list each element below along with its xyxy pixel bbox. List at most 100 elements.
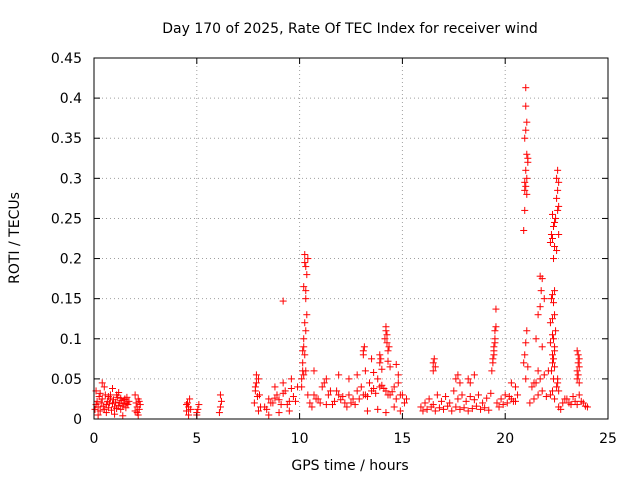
data-point	[551, 347, 559, 355]
data-point	[186, 395, 194, 403]
data-point	[195, 401, 203, 409]
data-point	[279, 297, 287, 305]
data-point	[123, 393, 131, 401]
data-point	[554, 186, 562, 194]
data-point	[468, 405, 476, 413]
data-point	[456, 379, 464, 387]
data-point	[394, 371, 402, 379]
data-point	[464, 375, 472, 383]
data-point	[489, 359, 497, 367]
data-point	[503, 399, 511, 407]
data-point	[254, 375, 262, 383]
data-point	[536, 375, 544, 383]
data-point	[550, 299, 558, 307]
data-point	[271, 394, 279, 402]
data-point	[548, 359, 556, 367]
data-point	[551, 363, 559, 371]
data-point	[522, 182, 530, 190]
y-axis-ticks: 0 0.05 0.1 0.15 0.2 0.25 0.3 0.35 0.4 0.45	[51, 51, 608, 428]
data-point	[384, 357, 392, 365]
data-point	[277, 401, 285, 409]
data-point	[120, 400, 128, 408]
data-point	[187, 405, 195, 413]
data-point	[431, 363, 439, 371]
data-point	[302, 295, 310, 303]
chart-title: Day 170 of 2025, Rate Of TEC Index for r…	[162, 21, 537, 37]
data-point	[481, 404, 489, 412]
data-point	[499, 401, 507, 409]
data-point	[548, 331, 556, 339]
data-point	[491, 339, 499, 347]
data-point	[521, 178, 529, 186]
data-point	[548, 291, 556, 299]
data-point	[383, 331, 391, 339]
data-point	[534, 311, 542, 319]
data-point	[251, 383, 259, 391]
x-axis-label: GPS time / hours	[291, 458, 408, 474]
data-point	[301, 319, 309, 327]
data-point	[302, 287, 310, 295]
data-point	[335, 371, 343, 379]
data-points	[91, 84, 591, 420]
data-point	[555, 387, 563, 395]
data-point	[548, 351, 556, 359]
data-point	[392, 395, 400, 403]
data-point	[522, 102, 530, 110]
x-axis-ticks: 0 5 10 15 20 25	[90, 58, 617, 447]
data-point	[421, 399, 429, 407]
data-point	[546, 339, 554, 347]
data-point	[349, 395, 357, 403]
data-point	[450, 387, 458, 395]
data-point	[477, 405, 485, 413]
data-point	[521, 186, 529, 194]
data-point	[540, 371, 548, 379]
data-point	[488, 367, 496, 375]
data-point	[573, 401, 581, 409]
data-point	[279, 389, 287, 397]
data-point	[435, 404, 443, 412]
data-point	[390, 403, 398, 411]
data-point	[300, 335, 308, 343]
data-point	[357, 383, 365, 391]
data-point	[335, 391, 343, 399]
data-point	[386, 363, 394, 371]
y-axis-label: ROTI / TECUs	[7, 192, 23, 284]
data-point	[522, 84, 530, 92]
data-point	[382, 323, 390, 331]
data-point	[554, 166, 562, 174]
data-point	[574, 351, 582, 359]
data-point	[275, 396, 283, 404]
data-point	[98, 379, 106, 387]
y-tick-label: 0.1	[60, 332, 82, 348]
data-point	[345, 391, 353, 399]
x-tick-label: 10	[291, 431, 309, 447]
data-point	[423, 405, 431, 413]
data-point	[532, 335, 540, 343]
data-point	[501, 391, 509, 399]
data-point	[472, 402, 480, 410]
data-point	[550, 335, 558, 343]
data-point	[534, 391, 542, 399]
data-point	[553, 174, 561, 182]
data-point	[522, 126, 530, 134]
data-point	[368, 355, 376, 363]
data-point	[112, 398, 120, 406]
data-point	[301, 259, 309, 267]
data-point	[252, 379, 260, 387]
data-point	[474, 391, 482, 399]
data-point	[448, 407, 456, 415]
data-point	[302, 327, 310, 335]
data-point	[384, 391, 392, 399]
data-point	[550, 355, 558, 363]
data-point	[322, 401, 330, 409]
data-point	[359, 391, 367, 399]
data-point	[574, 359, 582, 367]
data-point	[185, 411, 193, 419]
data-point	[98, 395, 106, 403]
y-tick-label: 0.4	[60, 91, 82, 107]
data-point	[383, 339, 391, 347]
data-point	[442, 393, 450, 401]
data-point	[377, 355, 385, 363]
data-point	[119, 412, 127, 420]
